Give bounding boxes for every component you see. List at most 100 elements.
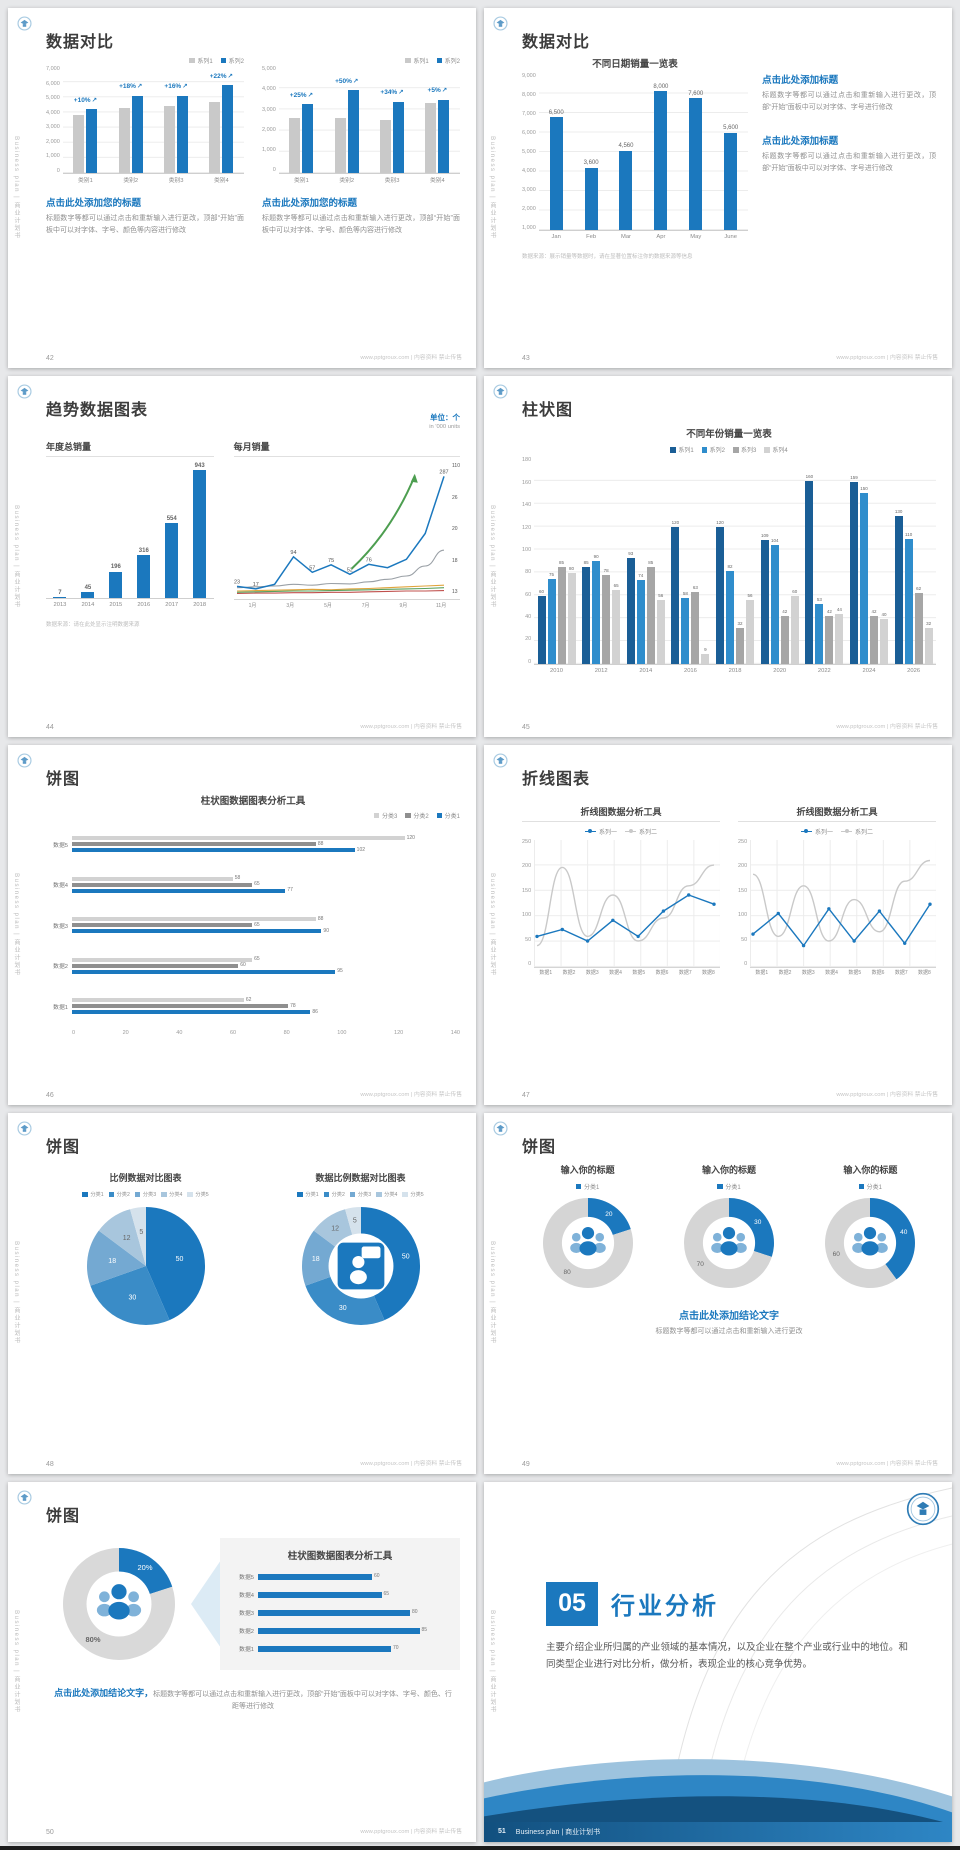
vb-val: 32 <box>926 620 932 626</box>
lg-line <box>625 829 636 834</box>
chart-rect <box>876 1243 889 1254</box>
vb-barwrap: 53 <box>815 458 824 665</box>
vb-val: 82 <box>727 563 733 569</box>
vb-yt: 140 <box>522 502 532 509</box>
vb-val: 78 <box>603 568 609 574</box>
vb-val: 58 <box>682 591 688 597</box>
caption-block: 点击此处添加标题 标题数字等都可以通过点击和重新输入进行更改，顶部“开始”面板中… <box>762 133 936 174</box>
vb-bar <box>380 120 392 173</box>
slide-thumbnail-51[interactable]: Business plan | 商业计划书 05 行业分析 主要介绍企业所归属的… <box>484 1481 952 1842</box>
lc-xt: 数据1 <box>539 970 553 977</box>
vb-val: 56 <box>658 593 664 599</box>
vb-yt: 4,000 <box>46 109 60 116</box>
chart-text: 20 <box>605 1211 613 1218</box>
vb-xt: 2010 <box>550 667 563 674</box>
chart-title: 每月销量 <box>233 440 460 458</box>
hb-val: 80 <box>412 1609 418 1616</box>
slide-thumbnail-48[interactable]: Business plan | 商业计划书 饼图 比例数据对比图表 分类1 分类2… <box>8 1113 476 1474</box>
chart-circle <box>877 909 882 913</box>
slide-body: 单位：个 in '000 units 年度总销量 7 45 196 316 554 943… <box>46 413 460 714</box>
lg-item: 分类3 <box>134 1191 157 1199</box>
hb-val: 78 <box>290 1002 296 1009</box>
vb-val: 74 <box>638 572 644 578</box>
lc-xt: 数据5 <box>848 970 862 977</box>
slide-thumbnail-44[interactable]: Business plan | 商业计划书 趋势数据图表 单位：个 in '00… <box>8 376 476 737</box>
lg-sq <box>134 1191 141 1198</box>
hb-track: 62 78 86 <box>72 997 460 1015</box>
caption-title: 点击此处添加您的标题 <box>262 198 358 209</box>
vb-bar <box>815 603 824 665</box>
vb-xt: 2017 <box>165 601 179 608</box>
vb-yt: 3,000 <box>262 106 276 113</box>
chart-path <box>89 1266 170 1326</box>
vb-barwrap: 159 <box>849 458 858 665</box>
hb-xt: 140 <box>450 1029 460 1036</box>
hb-xt: 60 <box>229 1029 237 1036</box>
vb-barwrap: 80 <box>567 458 576 665</box>
chart-path <box>236 550 444 589</box>
hb-bar <box>72 923 253 928</box>
vb-group: 85 90 78 65 <box>579 458 624 665</box>
vb-barwrap: 110 <box>904 458 913 665</box>
hb-xt: 100 <box>337 1029 347 1036</box>
slide-title: 饼图 <box>46 770 81 788</box>
lg-item: 分类5 <box>402 1191 424 1199</box>
lg-sq <box>220 57 227 64</box>
lg-tx: 分类3 <box>142 1192 157 1199</box>
pie-chart: 50 30 18 12 5 <box>46 1204 245 1328</box>
hb-lab: 数据1 <box>53 1004 68 1011</box>
lg-item: 分类2 <box>405 811 429 820</box>
hb-row: 数据4 65 <box>232 1586 448 1604</box>
lg-sq <box>108 1191 115 1198</box>
lg-item: 分类4 <box>376 1191 397 1198</box>
chart-title: 柱状图数据图表分析工具 <box>287 1550 393 1562</box>
slide-thumbnail-43[interactable]: Business plan | 商业计划书 数据对比 不同日期销量一览表 9,0… <box>484 8 952 369</box>
slide-body: 比例数据对比图表 分类1 分类2 分类3 分类4 分类5 50 30 18 12 5 数据比例数… <box>46 1171 460 1451</box>
hb-row: 数据2 65 60 95 <box>46 946 460 987</box>
vb-yt: 6,000 <box>46 80 60 87</box>
lg-tx: 系列2 <box>444 59 460 65</box>
chart-circle <box>877 1233 887 1242</box>
hb-track: 65 <box>258 1591 448 1598</box>
chart-circle <box>722 1227 736 1240</box>
vb-xt: 2022 <box>817 667 831 674</box>
grouped-bar-chart: 180 160 140 120 100 80 60 40 20 0 60 75 85 80 85 90 78 65… <box>522 458 936 676</box>
slide-thumbnail-50[interactable]: Business plan | 商业计划书 饼图 20% 80% 柱状图数据图表分… <box>8 1481 476 1842</box>
slide-thumbnail-42[interactable]: Business plan | 商业计划书 数据对比 系列1 系列2 7,000 6… <box>8 8 476 369</box>
vb-group: 5,600 <box>713 74 748 230</box>
lc-plot: 110 26 20 18 13 23 17 94 57 75 52 76 287 <box>233 462 460 601</box>
vb-growth: +50% <box>316 78 377 86</box>
vb-growth: +25% <box>271 92 332 100</box>
horizontal-bar-chart: 数据5 120 88 102 数据4 58 65 77 数据3 88 65 90 数据2 65 60 95 数据… <box>46 824 460 1036</box>
vb-yt: 8,000 <box>522 91 536 98</box>
vb-group: 7 <box>46 462 74 599</box>
chart-row: 20% 80% 柱状图数据图表分析工具 数据5 60 数据4 65 数据3 80 数据2 85 数… <box>46 1537 460 1670</box>
hb-val: 58 <box>234 875 241 882</box>
hb-line: 85 <box>258 1627 448 1634</box>
lg-tx: 分类5 <box>410 1192 424 1199</box>
vb-barwrap: 7,600 <box>688 74 703 230</box>
vb-val: 150 <box>860 485 868 491</box>
slide-thumbnail-47[interactable]: Business plan | 商业计划书 折线图表 折线图数据分析工具 系列一… <box>484 744 952 1106</box>
vb-xt: 类别3 <box>168 178 184 184</box>
vb-barwrap: 65 <box>612 458 621 665</box>
vb-barwrap: 130 <box>894 458 903 665</box>
hb-line: 78 <box>72 1002 460 1009</box>
slide-thumbnail-49[interactable]: Business plan | 商业计划书 饼图 输入你的标题 分类1 20 80… <box>484 1113 952 1474</box>
slide-thumbnail-46[interactable]: Business plan | 商业计划书 饼图 柱状图数据图表分析工具 分类3… <box>8 744 476 1106</box>
vb-yt: 7,000 <box>522 110 536 117</box>
vb-barwrap: 6,500 <box>549 74 564 230</box>
vb-xt: 类别4 <box>213 178 229 184</box>
hb-lab: 数据3 <box>239 1611 254 1618</box>
chart-text: 76 <box>365 558 371 564</box>
lg-tx: 分类4 <box>384 1192 398 1199</box>
footer-watermark: www.pptgroux.com | 内容资料 禁止传售 <box>360 1828 462 1835</box>
chart-circle <box>802 943 806 948</box>
chart-rect <box>107 1601 130 1620</box>
chart-column: 每月销量 110 26 20 18 13 23 17 94 57 75 52 76 287 1月 3月 5月 7… <box>233 440 460 610</box>
vb-yt: 7,000 <box>46 66 60 72</box>
slide-thumbnail-45[interactable]: Business plan | 商业计划书 柱状图 不同年份销量一览表 系列1 系… <box>484 376 952 737</box>
vb-val: 8,000 <box>653 83 669 90</box>
chart-title: 年度总销量 <box>46 440 214 458</box>
